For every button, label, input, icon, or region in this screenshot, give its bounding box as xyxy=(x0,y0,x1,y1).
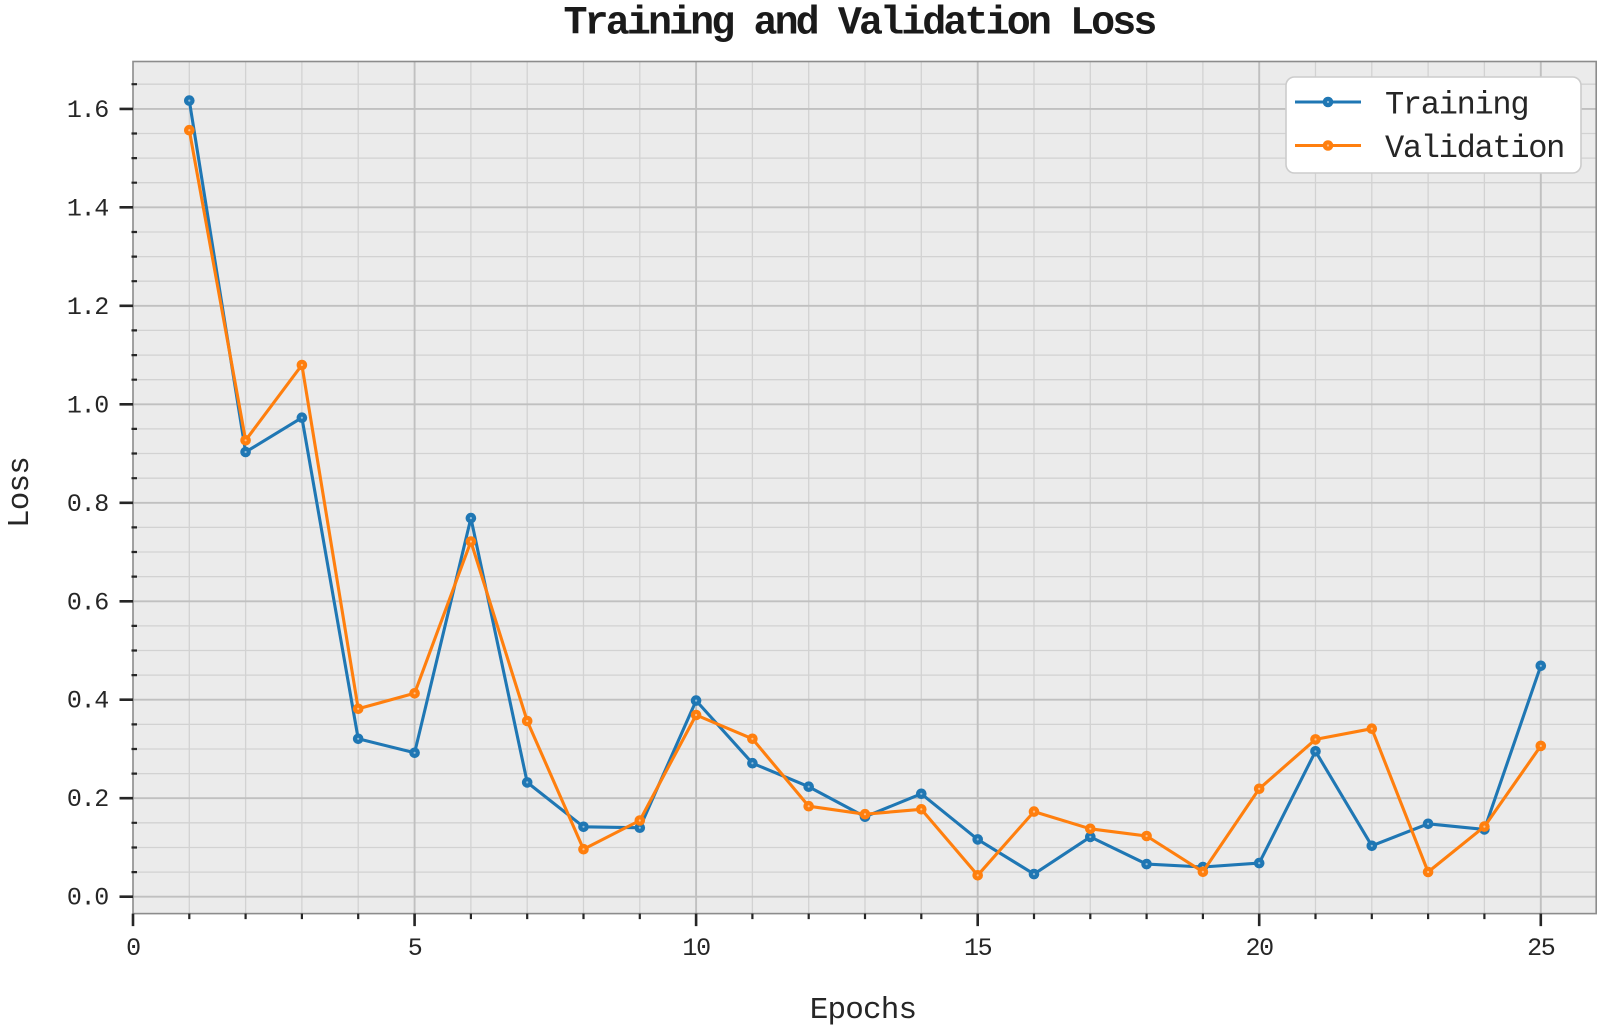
svg-text:0.4: 0.4 xyxy=(67,687,108,716)
svg-text:Epochs: Epochs xyxy=(810,993,917,1028)
svg-text:25: 25 xyxy=(1527,934,1555,963)
svg-text:0.8: 0.8 xyxy=(67,490,108,519)
svg-text:10: 10 xyxy=(682,934,710,963)
svg-text:1.4: 1.4 xyxy=(67,194,108,223)
svg-text:1.0: 1.0 xyxy=(67,391,108,420)
svg-text:0.2: 0.2 xyxy=(67,785,108,814)
svg-text:5: 5 xyxy=(408,934,422,963)
svg-text:1.2: 1.2 xyxy=(67,293,108,322)
svg-text:0: 0 xyxy=(126,934,140,963)
svg-text:Training and Validation Loss: Training and Validation Loss xyxy=(564,2,1156,47)
svg-text:15: 15 xyxy=(964,934,992,963)
svg-text:0.6: 0.6 xyxy=(67,588,108,617)
svg-text:Training: Training xyxy=(1385,87,1528,124)
svg-text:Loss: Loss xyxy=(3,457,38,528)
svg-text:0.0: 0.0 xyxy=(67,884,108,913)
svg-text:20: 20 xyxy=(1245,934,1273,963)
svg-text:Validation: Validation xyxy=(1385,130,1564,167)
svg-text:1.6: 1.6 xyxy=(67,96,108,125)
